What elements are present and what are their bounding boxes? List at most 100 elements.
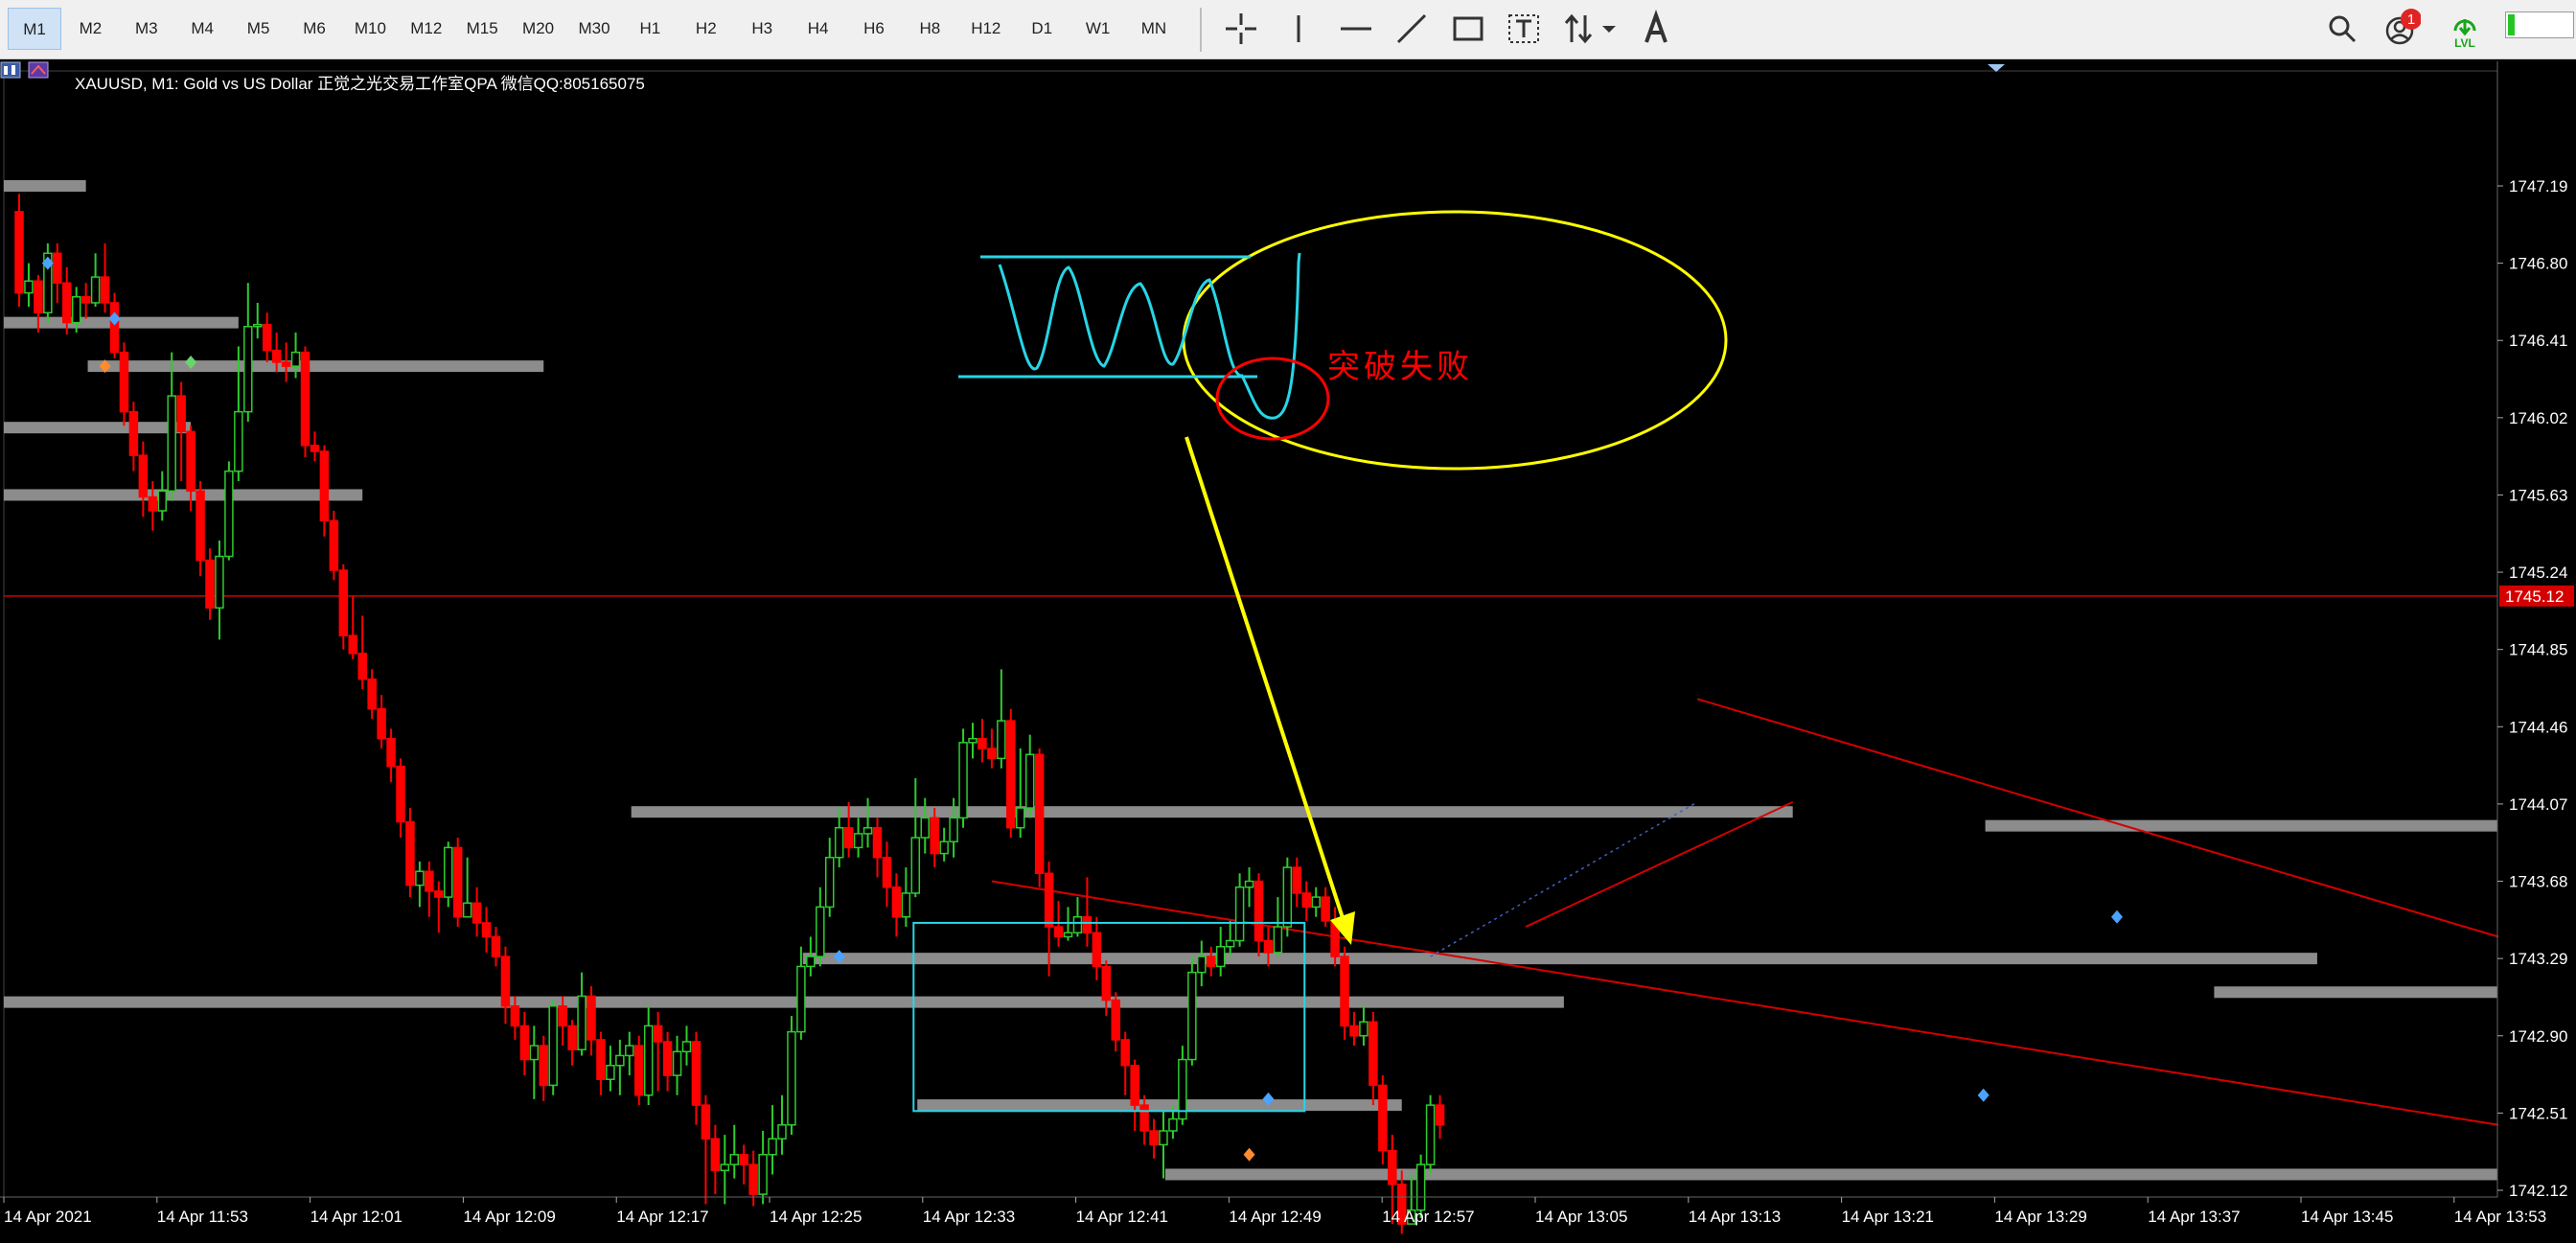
shift-marker (1988, 64, 2005, 72)
candle-bull (1016, 807, 1025, 829)
candle-bear (186, 430, 196, 493)
candle-bull (758, 1154, 768, 1195)
timeframe-m20[interactable]: M20 (522, 19, 555, 37)
candle-bear (1053, 926, 1064, 938)
candle-bear (176, 395, 186, 433)
timeframe-h6[interactable]: H6 (863, 19, 885, 37)
candle-bull (234, 410, 243, 472)
chart-window-icon (0, 61, 49, 79)
candle-bull (253, 323, 263, 328)
timeframe-m12[interactable]: M12 (410, 19, 443, 37)
timeframe-m2[interactable]: M2 (79, 19, 103, 37)
candle-bull (462, 902, 472, 918)
candle-bear (425, 870, 434, 892)
horizontal-line-icon[interactable] (1335, 8, 1377, 50)
candle-bull (167, 395, 176, 493)
timeframe-m3[interactable]: M3 (134, 19, 158, 37)
vertical-line-icon[interactable] (1277, 8, 1320, 50)
dotted-link (1430, 801, 1698, 957)
candle-bull (643, 1024, 654, 1096)
candle-bull (215, 555, 224, 610)
candle-bull (1072, 915, 1083, 934)
candle-bear (500, 955, 511, 1007)
candle-bull (1215, 946, 1226, 968)
crosshair-icon[interactable] (1220, 8, 1262, 50)
timeframe-d1[interactable]: D1 (1031, 19, 1053, 37)
candle-bull (24, 280, 34, 294)
candle-bear (1082, 915, 1092, 934)
toolbar: M1 M2 M3 M4 M5 M6 M10 M12 M15 M20 M30 H1 H2 H3 H4 H6 H8 H… (0, 0, 2576, 59)
candle-bear (596, 1039, 606, 1080)
price-label: 1747.19 (2509, 177, 2567, 196)
candle-bear (53, 252, 62, 285)
price-label: 1744.46 (2509, 718, 2567, 736)
timeframe-m10[interactable]: M10 (354, 19, 386, 37)
price-label: 1745.24 (2509, 564, 2567, 582)
candle-bull (787, 1030, 796, 1126)
level-meter (2505, 12, 2574, 38)
arrows-icon[interactable] (1558, 8, 1600, 50)
candle-bull (720, 1163, 730, 1172)
candle-bear (386, 737, 396, 768)
candle-bear (1139, 1104, 1149, 1132)
price-label: 1742.12 (2509, 1182, 2567, 1200)
timeframe-h1[interactable]: H1 (639, 19, 661, 37)
sr-level (802, 953, 2317, 965)
candle-bull (1406, 1208, 1416, 1225)
candle-bear (978, 737, 987, 749)
candle-bear (357, 653, 367, 680)
lvl-signal-icon[interactable]: LVL (2444, 8, 2486, 50)
chart-canvas[interactable]: 突破失败 1747.19 1746.80 1746.41 1746.02 1745.63 1… (0, 61, 2576, 1243)
candle-bear (558, 1005, 567, 1027)
candle-bull (1244, 880, 1254, 888)
account-notification-icon[interactable]: 1 (2379, 8, 2422, 50)
timeframe-m15[interactable]: M15 (466, 19, 498, 37)
timeframe-mn[interactable]: MN (1140, 19, 1167, 37)
candle-bear (205, 559, 215, 610)
candle-bear (1101, 965, 1112, 1001)
candle-bear (452, 846, 463, 918)
dropdown-arrow-icon[interactable] (1597, 8, 1622, 50)
candle-bull (777, 1124, 787, 1140)
price-chart[interactable]: 突破失败 1747.19 1746.80 1746.41 1746.02 1745.63 1… (0, 61, 2576, 1243)
timeframe-m1[interactable]: M1 (8, 8, 61, 50)
annotation-arrow-head (1330, 911, 1355, 945)
candle-bull (1225, 939, 1235, 948)
timeframe-h12[interactable]: H12 (971, 19, 1001, 37)
candle-bear (1111, 999, 1120, 1041)
candle-bear (1435, 1104, 1445, 1126)
timeframe-m5[interactable]: M5 (246, 19, 270, 37)
trend-line (1525, 800, 1794, 928)
timeframe-h3[interactable]: H3 (751, 19, 773, 37)
candle-bull (1273, 926, 1283, 954)
rectangle-icon[interactable] (1447, 8, 1489, 50)
timeframe-w1[interactable]: W1 (1085, 19, 1111, 37)
annotation-arrow-line (1184, 436, 1346, 925)
candle-bull (853, 833, 863, 849)
timeframe-h4[interactable]: H4 (807, 19, 829, 37)
time-label: 14 Apr 12:17 (616, 1208, 708, 1226)
trendline-icon[interactable] (1391, 8, 1433, 50)
consolidation-box (912, 921, 1306, 1113)
timeframe-m4[interactable]: M4 (191, 19, 214, 37)
text-label-icon[interactable] (1635, 8, 1677, 50)
candle-bear (472, 902, 482, 924)
candle-bull (920, 817, 930, 839)
timeframe-m30[interactable]: M30 (578, 19, 610, 37)
text-icon[interactable] (1503, 8, 1545, 50)
current-price-label: 1745.12 (2505, 587, 2564, 606)
candle-bull (816, 906, 825, 957)
timeframe-h2[interactable]: H2 (695, 19, 717, 37)
symbol-title: XAUUSD, M1: Gold vs US Dollar 正觉之光交易工作室Q… (75, 75, 645, 93)
candle-bear (843, 826, 854, 849)
candle-bear (338, 569, 349, 636)
toolbar-separator (1200, 8, 1202, 52)
candle-bear (1044, 872, 1054, 928)
timeframe-m6[interactable]: M6 (303, 19, 326, 37)
timeframe-h8[interactable]: H8 (919, 19, 941, 37)
signal-marker (185, 355, 197, 369)
search-icon[interactable] (2321, 8, 2363, 50)
candle-bear (434, 890, 444, 898)
price-label: 1746.02 (2509, 409, 2567, 427)
candle-bull (939, 840, 949, 855)
